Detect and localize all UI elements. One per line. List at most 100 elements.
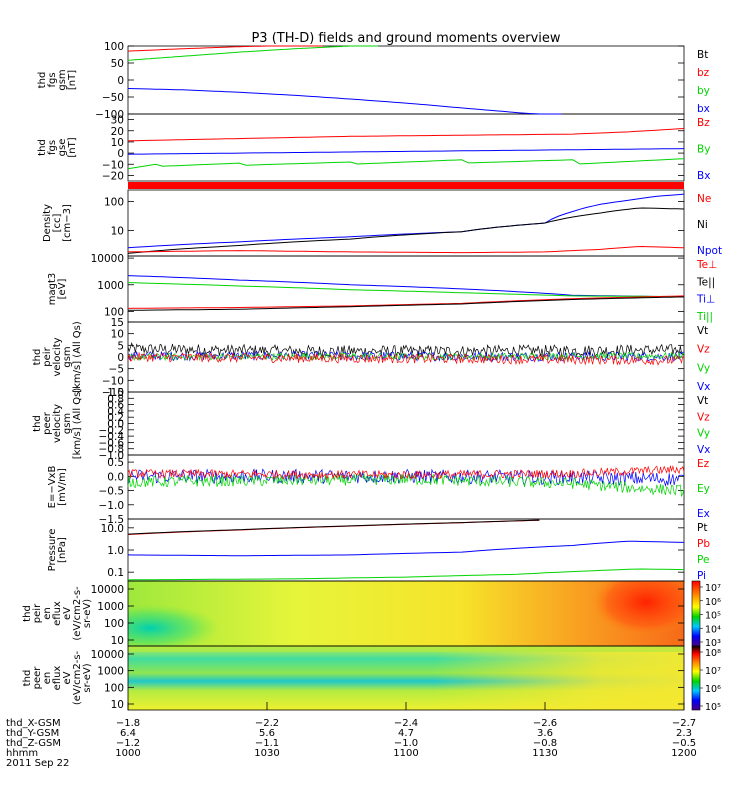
legend-temp-3: Ti|| bbox=[696, 311, 713, 323]
ytick-label: 0 bbox=[117, 75, 124, 87]
ylabel-density: Density [cc] [cm−3] bbox=[42, 204, 73, 242]
ylabel-line: [km/s] (All Qs) bbox=[72, 321, 83, 393]
ylabel-line: sr-eV) bbox=[82, 663, 93, 692]
ylabel-line: eV bbox=[62, 607, 73, 620]
xaxis-value: −1.8 bbox=[116, 718, 140, 729]
ylabel-line: gsm bbox=[62, 346, 73, 367]
legend-pressure-1: Pb bbox=[697, 538, 710, 550]
series-efield-0 bbox=[127, 468, 685, 487]
ytick-label: 10000 bbox=[91, 584, 124, 596]
ylabel-line: fgs bbox=[47, 140, 58, 155]
legend-fgs-gsm-2: by bbox=[697, 85, 710, 97]
legend-peer-velocity-2: Vy bbox=[697, 428, 710, 440]
ylabel-line: peer bbox=[42, 411, 53, 435]
legend-density-1: Ni bbox=[697, 219, 708, 231]
ylabel-line: E=−VxB bbox=[47, 466, 58, 509]
ytick-label: 100 bbox=[104, 196, 124, 208]
peir-spectrogram-cold-region bbox=[128, 604, 220, 646]
xaxis-value: 1000 bbox=[115, 748, 140, 759]
ylabel-line: (eV/cm2-s- bbox=[72, 586, 83, 641]
series-temp-0 bbox=[127, 275, 685, 298]
ylabel-line: [nPa] bbox=[57, 537, 68, 563]
series-efield-2 bbox=[127, 464, 685, 481]
ylabel-line: Pressure bbox=[47, 529, 58, 572]
legend-fgs-gsm-0: Bt bbox=[697, 49, 708, 61]
xaxis-value: −2.7 bbox=[672, 718, 696, 729]
ylabel-line: thd bbox=[22, 670, 33, 687]
ytick-label: −15 bbox=[102, 387, 124, 399]
ytick-label: −1.0 bbox=[99, 450, 125, 462]
ytick-label: −10 bbox=[102, 159, 124, 171]
data-series bbox=[127, 45, 685, 581]
legend-peir-velocity-1: Vz bbox=[697, 344, 710, 356]
legend-efield-2: Ex bbox=[697, 508, 710, 520]
series-peir-velocity-0 bbox=[127, 341, 685, 358]
series-fgs-gse-2 bbox=[127, 158, 685, 170]
panel-frame-fgs-gse bbox=[127, 113, 685, 182]
xaxis-value: 3.6 bbox=[537, 728, 553, 739]
series-fgs-gsm-1 bbox=[127, 45, 379, 61]
peer-spectrogram-top-band bbox=[128, 646, 684, 652]
ylabel-peir-velocity: thd peir velocity gsm [km/s] (All Qs) bbox=[32, 321, 83, 393]
ytick-label: 30 bbox=[111, 115, 124, 127]
xaxis-row-label-3: hhmm bbox=[6, 748, 38, 759]
series-temp-3 bbox=[127, 296, 685, 311]
ylabel-line: thd bbox=[32, 415, 43, 432]
ylabel-line: [nT] bbox=[67, 137, 78, 157]
ytick-label: 100 bbox=[104, 306, 124, 318]
ylabel-line: peir bbox=[32, 603, 43, 623]
ytick-label: 0.6 bbox=[107, 400, 124, 412]
ytick-label: 0.1 bbox=[107, 567, 124, 579]
series-fgs-gsm-2 bbox=[127, 88, 562, 115]
ylabel-line: [nT] bbox=[67, 70, 78, 90]
ylabel-efield: E=−VxB [mV/m] bbox=[47, 466, 68, 509]
series-efield-1 bbox=[127, 472, 685, 498]
ytick-label: 100 bbox=[104, 41, 124, 53]
x-axis: thd_X-GSM −1.8 −2.2 −2.4 −2.6 −2.7 thd_Y-GSM 6.… bbox=[6, 702, 697, 769]
ylabel-pressure: Pressure [nPa] bbox=[47, 529, 68, 572]
ylabel-line: sr-eV) bbox=[82, 599, 93, 628]
ytick-label: 10.0 bbox=[101, 523, 124, 535]
ytick-label: −0.6 bbox=[99, 437, 125, 449]
ylabel-line: velocity bbox=[52, 404, 63, 443]
series-fgs-gsm-0 bbox=[127, 45, 323, 52]
ylabel-line: eflux bbox=[52, 601, 63, 626]
legend-peer-velocity-1: Vz bbox=[697, 411, 710, 423]
panel-frame-pressure bbox=[127, 518, 685, 582]
peir-colorbar bbox=[691, 580, 701, 647]
ylabel-line: [km/s] (All Qs) bbox=[72, 388, 83, 460]
ylabel-line: thd bbox=[32, 349, 43, 366]
ylabel-fgs-gsm: thd fgs gsm [nT] bbox=[37, 69, 78, 90]
ytick-label: −0.4 bbox=[99, 431, 125, 443]
panel-frame-peer-velocity bbox=[127, 391, 685, 456]
ylabel-line: gsm bbox=[57, 69, 68, 90]
ytick-label: 10 bbox=[111, 699, 124, 711]
xaxis-value: −0.8 bbox=[533, 738, 557, 749]
ytick-label: 0.5 bbox=[107, 457, 124, 469]
series-temp-1 bbox=[127, 282, 685, 298]
ylabel-line: velocity bbox=[52, 337, 63, 376]
colorbar-label-peir-spec-2: 10⁵ bbox=[705, 611, 721, 622]
ytick-label: 20 bbox=[111, 126, 124, 138]
series-fgs-gse-0 bbox=[127, 128, 685, 142]
ylabel-line: eflux bbox=[52, 666, 63, 691]
xaxis-value: −2.6 bbox=[533, 718, 557, 729]
ytick-label: 0.2 bbox=[107, 412, 124, 424]
legend-pressure-3: Pi bbox=[697, 570, 706, 582]
colorbar-label-peir-spec-0: 10⁷ bbox=[705, 583, 721, 594]
legend-peir-velocity-2: Vy bbox=[697, 362, 710, 374]
xaxis-value: 1100 bbox=[393, 748, 418, 759]
figure-title: P3 (TH-D) fields and ground moments over… bbox=[251, 31, 560, 46]
legend-temp-1: Te|| bbox=[696, 276, 715, 288]
ytick-label: 0 bbox=[117, 352, 124, 364]
ylabel-line: eV bbox=[62, 671, 73, 684]
quality-flag-bar bbox=[128, 182, 684, 189]
legend-fgs-gsm-3: bx bbox=[697, 103, 710, 115]
series-fgs-gse-1 bbox=[127, 148, 685, 155]
legend-efield-0: Ez bbox=[697, 458, 710, 470]
xaxis-value: −1.0 bbox=[394, 738, 418, 749]
series-temp-2 bbox=[127, 295, 685, 309]
ylabel-fgs-gse: thd fgs gse [nT] bbox=[37, 137, 78, 157]
ylabel-line: gsm bbox=[62, 413, 73, 434]
